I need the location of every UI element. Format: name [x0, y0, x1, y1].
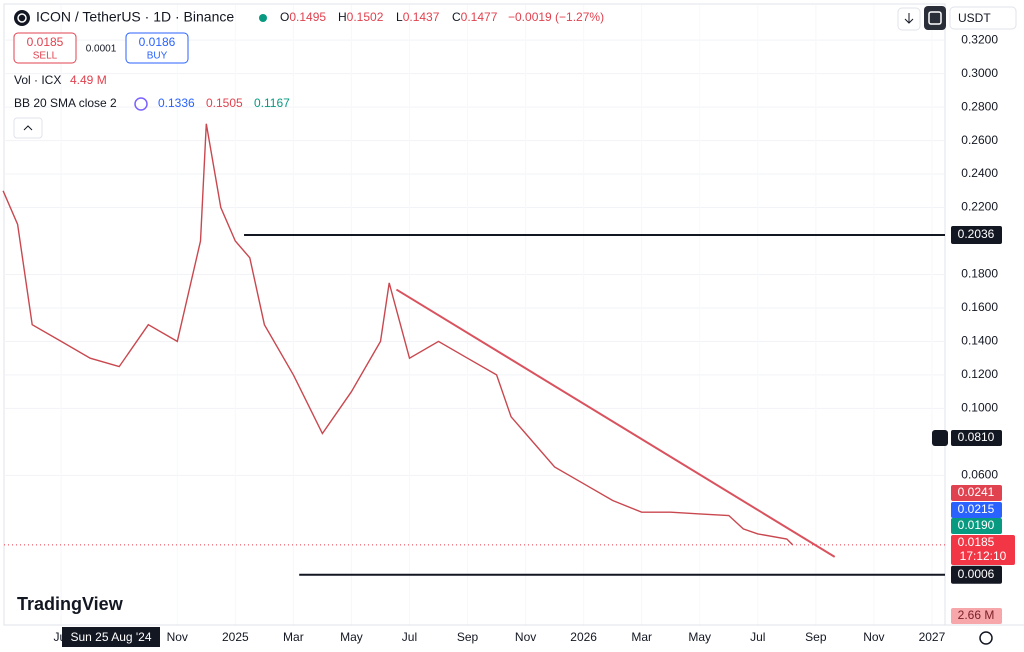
price-tick-label: 0.1000 [961, 401, 998, 415]
level-label: 0.2036 [958, 227, 995, 241]
time-axis: Jul Nov 2025 Mar May Jul Sep Nov 2026 Mar May Jul Se… [54, 630, 946, 644]
collapse-icon [23, 125, 33, 131]
price-label-box [951, 485, 1002, 501]
time-tick-label: Mar [631, 630, 652, 644]
time-tick-label: Sep [457, 630, 479, 644]
collapse-button[interactable] [13, 117, 43, 139]
price-tick-label: 0.1200 [961, 367, 998, 381]
time-tick-label: 2027 [919, 630, 946, 644]
fullscreen-icon [928, 11, 942, 25]
ohlc-key: L [396, 10, 403, 24]
price-label: 0.0190 [958, 518, 995, 532]
level-label-box [951, 565, 1002, 584]
level-label-box [951, 225, 1002, 244]
download-icon [904, 13, 914, 24]
time-tick-label: Sep [805, 630, 827, 644]
bb-basis: 0.1336 [158, 96, 195, 110]
price-label-box [951, 608, 1002, 624]
buy-button[interactable] [125, 32, 189, 64]
price-tick-label: 0.2800 [961, 99, 998, 113]
trendline [395, 288, 836, 558]
price-label: 0.0810 [958, 430, 995, 444]
time-tick-label: 2025 [222, 630, 249, 644]
time-tick-label: 2026 [570, 630, 597, 644]
sell-label: SELL [33, 51, 58, 62]
currency-button[interactable] [949, 6, 1017, 30]
price-tick-label: 0.3200 [961, 32, 998, 46]
ohlc-key: H [338, 10, 347, 24]
symbol-title[interactable]: ICON / TetherUS · 1D · Binance [36, 9, 234, 25]
currency: USDT [958, 11, 991, 25]
time-tick-label: Nov [863, 630, 884, 644]
volume-value: 4.49 M [70, 73, 107, 87]
settings-button[interactable] [979, 631, 993, 645]
fullscreen-button[interactable] [924, 6, 946, 30]
bb-upper: 0.1505 [206, 96, 243, 110]
price-label-box [951, 535, 1015, 565]
price-tick-label: 0.1800 [961, 267, 998, 281]
price-label-box [951, 502, 1002, 518]
symbol-logo [14, 10, 30, 26]
buy-label: BUY [147, 51, 168, 62]
time-tick-label: Nov [167, 630, 188, 644]
price-axis: 0.3200 0.3000 0.2800 0.2600 0.2400 0.2200 0.18… [932, 32, 1015, 624]
ohlc: O0.1495 H0.1502 L0.1437 C0.1477 −0.0019 … [280, 10, 604, 24]
plot-area [2, 5, 945, 626]
price-label: 0.0241 [958, 485, 995, 499]
price-line [2, 123, 794, 546]
price-label: 2.66 M [958, 608, 995, 622]
price-label-box [951, 518, 1002, 534]
time-tick-label: Mar [283, 630, 304, 644]
price-label-box [951, 430, 1002, 446]
bb-name[interactable]: BB 20 SMA close 2 [14, 96, 117, 110]
sell-price: 0.0185 [27, 35, 64, 49]
price-tick-label: 0.3000 [961, 66, 998, 80]
time-tick-label: May [688, 630, 711, 644]
price-label: 0.0185 [958, 535, 995, 549]
price-tick-label: 0.1400 [961, 334, 998, 348]
ohlc-value: 0.1495 [289, 10, 326, 24]
price-tick-label: 0.1600 [961, 300, 998, 314]
ohlc-value: 0.1477 [461, 10, 498, 24]
price-tick-label: 0.2200 [961, 200, 998, 214]
market-status [259, 14, 267, 22]
time-tick-label: Jul [402, 630, 417, 644]
time-tick-label: Nov [515, 630, 536, 644]
price-tick-label: 0.0600 [961, 468, 998, 482]
ohlc-key: O [280, 10, 289, 24]
symbol-logo-mark [17, 13, 27, 23]
ohlc-value: 0.1502 [347, 10, 384, 24]
ohlc-value: 0.1437 [403, 10, 440, 24]
bb-lower: 0.1167 [254, 96, 290, 110]
price-tick-label: 0.2600 [961, 133, 998, 147]
time-tick-label: Jul [750, 630, 765, 644]
volume-name[interactable]: Vol · ICX [14, 73, 61, 87]
price-countdown: 17:12:10 [960, 549, 1007, 563]
branding: TradingView [17, 594, 124, 614]
bb-loading-icon [134, 97, 148, 111]
crosshair-date: Sun 25 Aug '24 [70, 630, 151, 644]
change: −0.0019 (−1.27%) [508, 10, 604, 24]
price-tick-label: 0.2400 [961, 166, 998, 180]
crosshair-button [932, 430, 948, 446]
ohlc-key: C [452, 10, 461, 24]
buy-price: 0.0186 [139, 35, 176, 49]
sell-button[interactable] [13, 32, 77, 64]
spread: 0.0001 [86, 44, 117, 55]
price-label: 0.0215 [958, 502, 995, 516]
level-label: 0.0006 [958, 567, 995, 581]
time-tick-label: May [340, 630, 363, 644]
crosshair-date-box [62, 627, 160, 647]
